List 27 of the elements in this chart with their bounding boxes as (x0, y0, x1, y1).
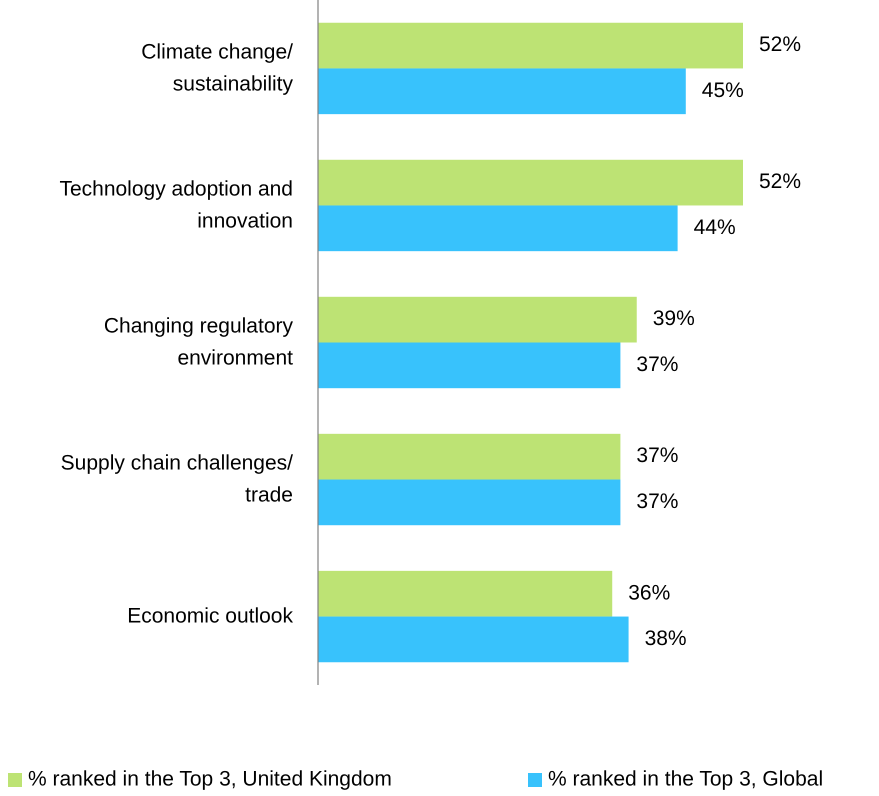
data-label: 38% (644, 626, 687, 650)
data-label: 52% (759, 33, 802, 56)
data-label: 37% (636, 490, 678, 513)
bar (318, 22, 743, 68)
bar (318, 570, 612, 617)
legend-label: % ranked in the Top 3, United Kingdom (28, 768, 392, 791)
bar (318, 68, 686, 114)
data-label: 39% (652, 307, 695, 330)
bar (318, 434, 620, 480)
data-label: 45% (702, 78, 744, 102)
y-tick-label: Economic outlook (127, 604, 294, 628)
data-label: 37% (636, 444, 678, 468)
bar (318, 205, 678, 252)
y-tick-label: Climate change/ sustainability (141, 40, 294, 95)
data-label: 36% (628, 581, 670, 604)
y-tick-label: Supply chain challenges/ trade (60, 451, 294, 506)
y-tick-label: Changing regulatory environment (104, 314, 294, 370)
bar (318, 296, 637, 342)
bar (318, 160, 743, 206)
data-label: 44% (694, 216, 736, 239)
bar (318, 342, 620, 388)
bar (318, 616, 629, 662)
legend-label: % ranked in the Top 3, Global (548, 768, 824, 791)
bar (318, 480, 620, 526)
data-label: 37% (636, 352, 678, 376)
y-tick-label: Technology adoption and innovation (59, 177, 293, 232)
data-label: 52% (759, 170, 802, 194)
